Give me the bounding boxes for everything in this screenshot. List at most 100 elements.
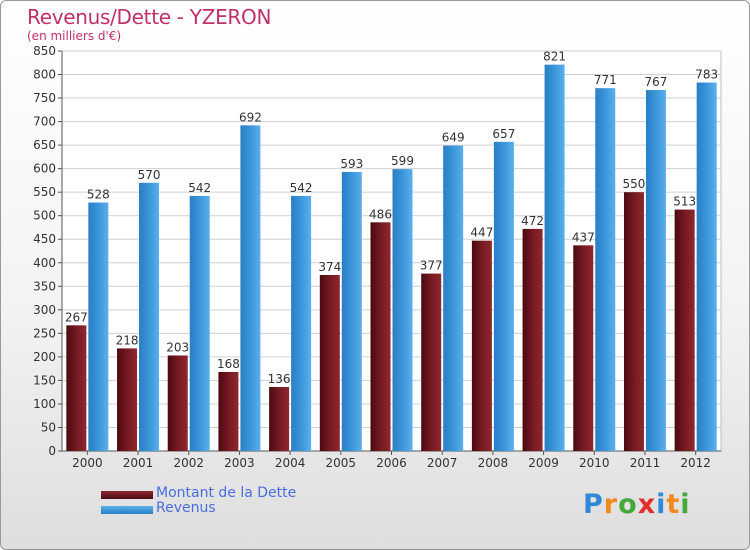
y-tick-label: 650 <box>33 138 56 152</box>
y-tick-label: 750 <box>33 91 56 105</box>
data-label-revenus-2004: 542 <box>290 181 313 195</box>
logo-letter: i <box>656 489 667 520</box>
bar-revenus-2004 <box>291 195 312 451</box>
data-label-revenus-2009: 821 <box>543 50 566 64</box>
bar-dette-2005 <box>319 275 340 451</box>
data-label-dette-2002: 203 <box>166 340 189 354</box>
x-tick-label-2006: 2006 <box>376 456 407 470</box>
logo-letter: r <box>603 489 619 520</box>
x-tick-label-2008: 2008 <box>478 456 509 470</box>
y-tick-label: 350 <box>33 279 56 293</box>
logo-letter: t <box>666 489 681 520</box>
data-label-revenus-2011: 767 <box>645 75 668 89</box>
y-tick-label: 550 <box>33 185 56 199</box>
bar-revenus-2003 <box>240 125 261 452</box>
bar-dette-2010 <box>573 245 594 451</box>
logo-letter: o <box>618 489 638 520</box>
bar-revenus-2008 <box>493 141 514 451</box>
data-label-dette-2011: 550 <box>623 177 646 191</box>
bar-revenus-2007 <box>443 145 464 451</box>
x-tick-label-2000: 2000 <box>72 456 103 470</box>
plot-area <box>61 50 722 452</box>
data-label-revenus-2003: 692 <box>239 110 262 124</box>
y-tick-label: 850 <box>33 44 56 58</box>
x-tick-label-2010: 2010 <box>579 456 610 470</box>
logo-letter: i <box>680 489 691 520</box>
data-label-revenus-2012: 783 <box>695 68 718 82</box>
legend-swatch-revenus <box>101 506 153 514</box>
bar-revenus-2001 <box>139 182 160 451</box>
bar-dette-2008 <box>471 240 492 451</box>
x-tick-label-2007: 2007 <box>427 456 458 470</box>
legend-label-dette: Montant de la Dette <box>156 485 297 501</box>
y-tick-label: 600 <box>33 162 56 176</box>
data-label-dette-2006: 486 <box>369 207 392 221</box>
bar-revenus-2006 <box>392 169 413 451</box>
data-label-dette-2005: 374 <box>318 260 341 274</box>
legend-label-revenus: Revenus <box>156 500 216 516</box>
y-tick-label: 200 <box>33 350 56 364</box>
chart-subtitle: (en milliers d'€) <box>27 29 122 43</box>
y-tick-label: 100 <box>33 397 56 411</box>
bar-dette-2000 <box>66 325 87 451</box>
data-label-dette-2001: 218 <box>116 333 139 347</box>
x-tick-label-2012: 2012 <box>680 456 711 470</box>
y-tick-label: 400 <box>33 256 56 270</box>
data-label-revenus-2001: 570 <box>138 168 161 182</box>
y-tick-label: 250 <box>33 326 56 340</box>
x-tick-label-2004: 2004 <box>275 456 306 470</box>
bar-revenus-2011 <box>645 90 666 451</box>
data-label-revenus-2008: 657 <box>492 127 515 141</box>
logo-letter: P <box>583 489 604 520</box>
bar-dette-2012 <box>674 209 695 451</box>
bar-dette-2006 <box>370 222 391 451</box>
logo-letter: x <box>637 489 657 520</box>
data-label-revenus-2010: 771 <box>594 73 617 87</box>
y-tick-label: 450 <box>33 232 56 246</box>
x-tick-label-2011: 2011 <box>630 456 661 470</box>
proxiti-logo: Proxiti <box>583 489 691 520</box>
data-label-dette-2008: 447 <box>470 226 493 240</box>
bar-dette-2007 <box>421 273 442 451</box>
data-label-dette-2003: 168 <box>217 357 240 371</box>
y-tick-label: 0 <box>48 444 56 458</box>
legend-swatch-dette <box>101 491 153 499</box>
x-tick-label-2009: 2009 <box>528 456 559 470</box>
y-tick-label: 800 <box>33 68 56 82</box>
data-label-revenus-2000: 528 <box>87 188 110 202</box>
bar-dette-2002 <box>167 355 188 451</box>
data-label-revenus-2006: 599 <box>391 154 414 168</box>
data-label-revenus-2007: 649 <box>442 131 465 145</box>
x-tick-label-2001: 2001 <box>123 456 154 470</box>
bar-revenus-2009 <box>544 64 565 451</box>
data-label-dette-2010: 437 <box>572 230 595 244</box>
chart-title: Revenus/Dette - YZERON <box>27 5 272 29</box>
x-tick-label-2005: 2005 <box>326 456 357 470</box>
bar-dette-2009 <box>522 228 543 451</box>
bar-dette-2011 <box>623 192 644 452</box>
bar-revenus-2012 <box>696 82 717 451</box>
bar-revenus-2005 <box>341 171 362 452</box>
y-tick-label: 50 <box>41 420 56 434</box>
data-label-dette-2004: 136 <box>268 372 291 386</box>
bar-revenus-2000 <box>88 202 109 451</box>
data-label-dette-2009: 472 <box>521 214 544 228</box>
y-tick-label: 500 <box>33 209 56 223</box>
bar-dette-2003 <box>218 371 239 451</box>
y-tick-label: 150 <box>33 373 56 387</box>
y-tick-label: 700 <box>33 115 56 129</box>
bar-dette-2001 <box>117 348 138 451</box>
data-label-revenus-2002: 542 <box>188 181 211 195</box>
data-label-revenus-2005: 593 <box>340 157 363 171</box>
x-tick-label-2002: 2002 <box>173 456 204 470</box>
y-tick-label: 300 <box>33 303 56 317</box>
data-label-dette-2000: 267 <box>65 310 88 324</box>
bar-revenus-2002 <box>189 195 210 451</box>
data-label-dette-2012: 513 <box>673 195 696 209</box>
bar-revenus-2010 <box>595 88 616 452</box>
data-label-dette-2007: 377 <box>420 259 443 273</box>
bar-dette-2004 <box>269 387 290 451</box>
x-tick-label-2003: 2003 <box>224 456 255 470</box>
